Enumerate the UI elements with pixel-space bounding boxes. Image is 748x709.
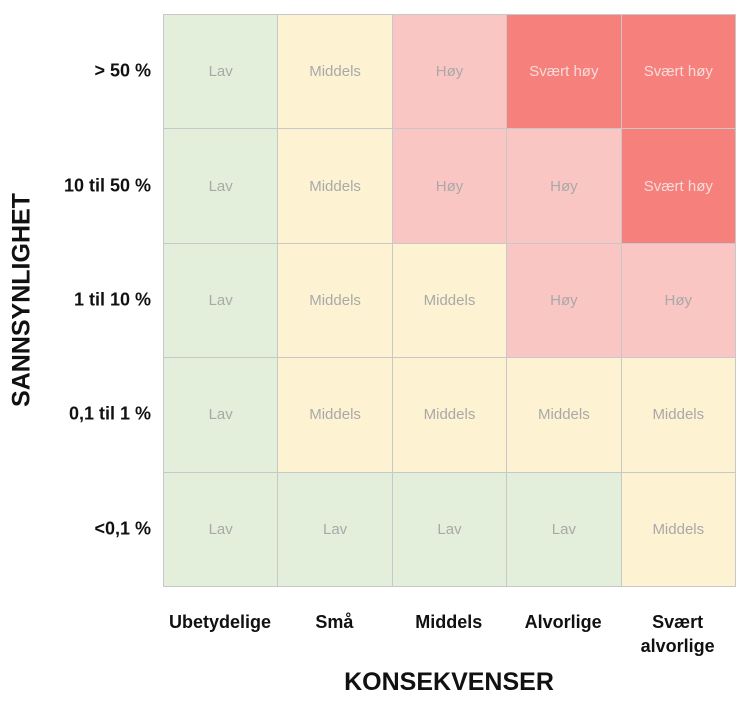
matrix-cell: Lav (277, 471, 393, 587)
risk-matrix: Lav Middels Høy Svært høy Svært høy Lav Middel… (163, 14, 736, 587)
matrix-cell: Lav (391, 471, 508, 587)
matrix-cell: Høy (391, 128, 508, 244)
matrix-cell: Høy (506, 242, 622, 359)
matrix-cell: Lav (163, 14, 279, 130)
y-axis-title: SANNSYNLIGHET (7, 193, 36, 407)
matrix-cell: Høy (620, 242, 736, 359)
matrix-cell: Middels (620, 357, 736, 473)
matrix-cell: Lav (163, 471, 279, 587)
matrix-cell: Middels (391, 242, 508, 359)
matrix-cell: Middels (277, 14, 393, 130)
x-axis-title: KONSEKVENSER (344, 668, 554, 696)
matrix-cell: Middels (506, 357, 622, 473)
column-label: Ubetydelige (168, 612, 272, 632)
matrix-cell: Svært høy (620, 14, 736, 130)
matrix-cell: Lav (163, 128, 279, 244)
row-label: <0,1 % (94, 518, 151, 539)
column-label: Små (315, 612, 354, 632)
matrix-cell: Lav (163, 357, 279, 473)
matrix-cell: Middels (277, 242, 393, 359)
matrix-cell: Middels (391, 357, 508, 473)
matrix-cell: Middels (620, 471, 736, 587)
column-label: Middels (415, 612, 483, 632)
matrix-cell: Høy (506, 128, 622, 244)
row-label: 0,1 til 1 % (68, 403, 151, 424)
matrix-cell: Svært høy (506, 14, 622, 130)
matrix-cell: Middels (277, 128, 393, 244)
row-label: 10 til 50 % (63, 175, 151, 196)
column-label: Svært alvorlige (640, 612, 715, 656)
matrix-cell: Lav (163, 242, 279, 359)
column-label: Alvorlige (524, 612, 602, 632)
matrix-cell: Høy (391, 14, 508, 130)
row-label: > 50 % (94, 60, 151, 81)
row-label: 1 til 10 % (73, 289, 151, 310)
matrix-cell: Lav (506, 471, 622, 587)
matrix-cell: Middels (277, 357, 393, 473)
matrix-cell: Svært høy (620, 128, 736, 244)
